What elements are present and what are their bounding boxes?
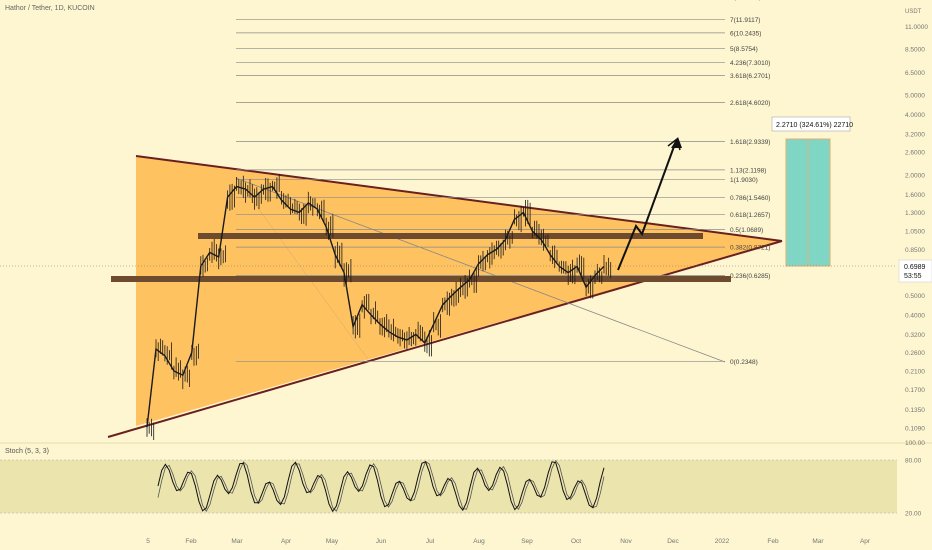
price-axis-unit: USDT bbox=[905, 9, 922, 15]
projection-path bbox=[617, 140, 677, 271]
fib-level-label: 0.786(1.5460) bbox=[730, 195, 770, 202]
price-tick-label: 0.2100 bbox=[905, 369, 925, 376]
time-tick-label: Mar bbox=[812, 538, 824, 545]
time-tick-label: Jul bbox=[426, 538, 435, 545]
fib-level-label: 7(11.9117) bbox=[730, 17, 760, 24]
price-tick-label: 3.2000 bbox=[905, 132, 925, 139]
fib-level-label: 3.618(6.2701) bbox=[730, 73, 770, 80]
triangle-lower-edge bbox=[107, 240, 783, 438]
price-tick-label: 0.5000 bbox=[905, 293, 925, 300]
time-tick-label: Mar bbox=[231, 538, 243, 545]
stoch-tick-label: 20.00 bbox=[905, 511, 922, 518]
time-tick-label: May bbox=[326, 538, 339, 545]
price-tick-label: 5.0000 bbox=[905, 93, 925, 100]
time-tick-label: Apr bbox=[860, 538, 871, 545]
time-tick-label: Nov bbox=[620, 538, 632, 545]
time-tick-label: Sep bbox=[521, 538, 533, 545]
fib-level-label: 2.618(4.6020) bbox=[730, 100, 770, 107]
fib-level-label: 8(15.5796) bbox=[730, 0, 761, 1]
price-tick-label: 11.0000 bbox=[905, 24, 928, 31]
fib-level-label: 5(8.5754) bbox=[730, 46, 758, 53]
fib-level-label: 0.382(0.8721) bbox=[730, 245, 770, 252]
price-line bbox=[146, 185, 605, 428]
price-tick-label: 0.8500 bbox=[905, 247, 925, 254]
stoch-tick-label: 100.00 bbox=[905, 440, 925, 447]
price-tick-label: 6.5000 bbox=[905, 70, 925, 77]
projection-arrowhead-stroke bbox=[667, 137, 681, 151]
price-tick-label: 0.1350 bbox=[905, 407, 925, 414]
fib-level-label: 1.13(2.1198) bbox=[730, 167, 766, 174]
price-tick-label: 1.0500 bbox=[905, 229, 925, 236]
price-tick-label: 1.3000 bbox=[905, 210, 925, 217]
time-tick-label: Feb bbox=[185, 538, 197, 545]
fib-level-label: 4.236(7.3010) bbox=[730, 60, 770, 67]
price-tick-label: 4.0000 bbox=[905, 112, 925, 119]
time-tick-label: Apr bbox=[281, 538, 292, 545]
fib-level-label: 0.236(0.6285) bbox=[730, 273, 770, 280]
price-tick-label: 0.2600 bbox=[905, 350, 925, 357]
time-tick-label: Aug bbox=[473, 538, 485, 545]
stoch-label: Stoch (5, 3, 3) bbox=[5, 448, 49, 455]
fib-level-label: 6(10.2435) bbox=[730, 30, 761, 37]
fib-level-label: 1.618(2.9339) bbox=[730, 139, 770, 146]
time-tick-label: 5 bbox=[146, 538, 150, 545]
price-tick-label: 0.1700 bbox=[905, 387, 925, 394]
stoch-axis: 100.00 80.00 20.00 bbox=[905, 440, 925, 518]
time-tick-label: Feb bbox=[767, 538, 779, 545]
stoch-tick-label: 80.00 bbox=[905, 458, 922, 465]
fib-level-label: 0(0.2348) bbox=[730, 359, 758, 366]
fib-level-label: 0.618(1.2657) bbox=[730, 212, 770, 219]
time-tick-label: Jun bbox=[376, 538, 387, 545]
price-tick-label: 2.6000 bbox=[905, 150, 925, 157]
price-tick-label: 0.4000 bbox=[905, 312, 925, 319]
price-tick-label: 0.1090 bbox=[905, 426, 925, 433]
price-tick-label: 8.5000 bbox=[905, 47, 925, 54]
fib-level-label: 0.5(1.0689) bbox=[730, 227, 763, 234]
chart-title: Hathor / Tether, 1D, KUCOIN bbox=[5, 5, 95, 12]
current-price-tag bbox=[898, 259, 932, 283]
price-tick-label: 0.3200 bbox=[905, 332, 925, 339]
resistance-band bbox=[198, 233, 703, 239]
target-label-bg bbox=[771, 116, 851, 132]
current-price-countdown: 53:55 bbox=[904, 273, 922, 280]
time-axis[interactable]: 5 Feb Mar Apr May Jun Jul Aug Sep Oct Nov Dec 2022 Fe… bbox=[146, 538, 871, 545]
time-tick-label: Dec bbox=[667, 538, 679, 545]
fib-extension-levels: 8(15.5796) 7(11.9117) 6(10.2435) 5(8.5754) 4… bbox=[236, 0, 770, 366]
triangle-pattern bbox=[136, 156, 782, 426]
price-tick-label: 1.6000 bbox=[905, 192, 925, 199]
price-axis[interactable]: 11.0000 8.5000 6.5000 5.0000 4.0000 3.2000 2.6… bbox=[905, 24, 928, 432]
price-candles bbox=[146, 174, 612, 440]
target-label: 2.2710 (324.61%) 22710 bbox=[776, 122, 853, 129]
support-band bbox=[111, 276, 731, 282]
stoch-band bbox=[0, 460, 897, 513]
time-tick-label: Oct bbox=[571, 538, 581, 545]
time-tick-label: 2022 bbox=[715, 538, 730, 545]
stoch-lines bbox=[157, 459, 605, 513]
stoch-k-line bbox=[157, 461, 605, 513]
fib-level-label: 1(1.9030) bbox=[730, 177, 758, 184]
current-price-value: 0.6989 bbox=[904, 264, 926, 271]
fib-trend-line-2 bbox=[235, 177, 371, 363]
price-tick-label: 2.0000 bbox=[905, 172, 925, 179]
